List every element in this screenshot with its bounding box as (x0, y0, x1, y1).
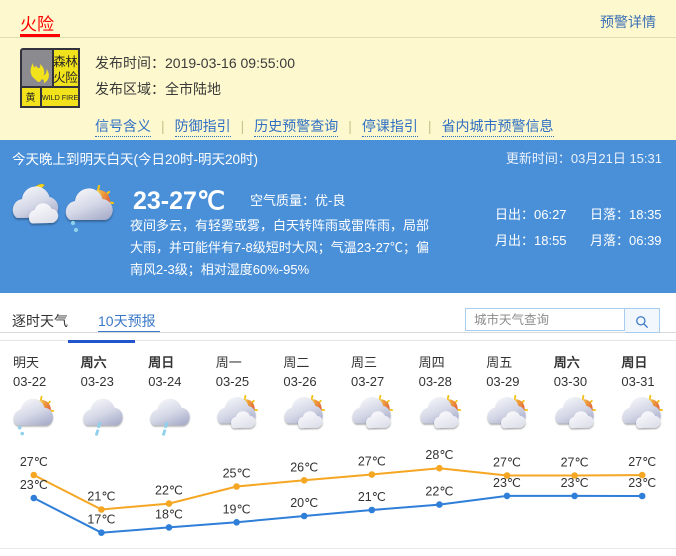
svg-text:25℃: 25℃ (223, 467, 251, 481)
svg-text:23℃: 23℃ (20, 478, 48, 492)
svg-text:18℃: 18℃ (155, 507, 183, 521)
svg-text:林: 林 (65, 55, 78, 69)
svg-text:27℃: 27℃ (20, 455, 48, 469)
svg-text:22℃: 22℃ (425, 485, 453, 499)
svg-text:23℃: 23℃ (628, 476, 656, 490)
svg-text:28℃: 28℃ (425, 448, 453, 462)
svg-text:27℃: 27℃ (358, 455, 386, 469)
svg-text:27℃: 27℃ (561, 456, 589, 470)
svg-text:21℃: 21℃ (358, 490, 386, 504)
svg-text:黄: 黄 (26, 91, 36, 104)
svg-text:27℃: 27℃ (628, 455, 656, 469)
svg-text:21℃: 21℃ (87, 490, 115, 504)
svg-text:17℃: 17℃ (87, 513, 115, 527)
svg-text:23℃: 23℃ (561, 476, 589, 490)
svg-text:WILD FIRE: WILD FIRE (42, 93, 79, 102)
svg-text:20℃: 20℃ (290, 496, 318, 510)
svg-text:22℃: 22℃ (155, 484, 183, 498)
svg-text:27℃: 27℃ (493, 456, 521, 470)
svg-text:26℃: 26℃ (290, 460, 318, 474)
svg-text:19℃: 19℃ (223, 502, 251, 516)
svg-text:23℃: 23℃ (493, 476, 521, 490)
svg-text:险: 险 (65, 70, 78, 85)
